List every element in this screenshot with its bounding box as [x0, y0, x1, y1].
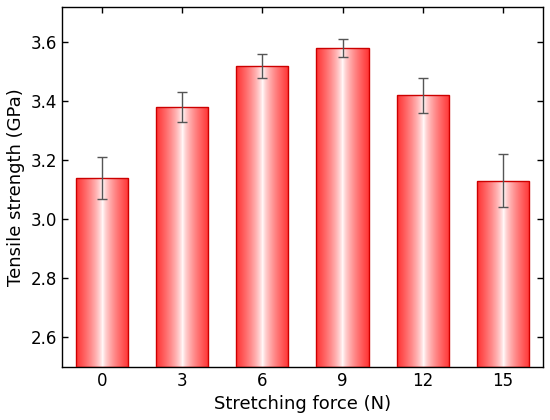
Bar	[397, 95, 449, 367]
Bar	[156, 107, 208, 367]
Bar	[316, 48, 369, 367]
Bar	[236, 66, 288, 367]
X-axis label: Stretching force (N): Stretching force (N)	[214, 395, 391, 413]
Bar	[76, 178, 128, 367]
Bar	[477, 181, 529, 367]
Y-axis label: Tensile strength (GPa): Tensile strength (GPa)	[7, 88, 25, 286]
